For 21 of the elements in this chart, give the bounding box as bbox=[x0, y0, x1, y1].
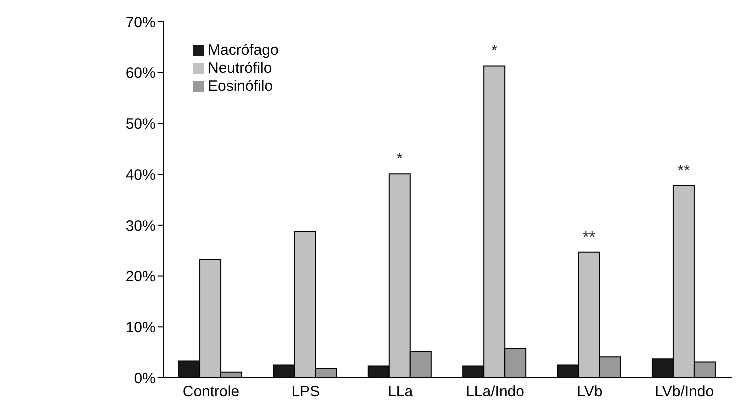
annotation: ** bbox=[583, 229, 596, 246]
x-tick-label: LLa bbox=[388, 384, 414, 401]
y-tick-label: 40% bbox=[126, 166, 156, 184]
y-tick-label: 60% bbox=[126, 65, 156, 82]
y-tick-label: 20% bbox=[126, 268, 156, 286]
x-tick-label: Controle bbox=[182, 384, 240, 401]
y-tick-label: 50% bbox=[126, 116, 156, 134]
legend-label: Eosinófilo bbox=[208, 78, 274, 95]
x-tick-label: LVb bbox=[577, 384, 603, 401]
legend-label: Macrófago bbox=[208, 42, 279, 59]
y-tick-label: 0% bbox=[134, 370, 156, 388]
x-tick-label: LVb/Indo bbox=[655, 384, 714, 401]
y-tick-label: 70% bbox=[126, 14, 156, 32]
y-tick-label: 30% bbox=[126, 218, 156, 235]
annotation: * bbox=[491, 43, 498, 60]
x-tick-label: LLa/Indo bbox=[466, 384, 524, 401]
annotation: ** bbox=[678, 162, 690, 180]
annotation: * bbox=[396, 151, 404, 168]
x-tick-label: LPS bbox=[292, 384, 320, 401]
y-tick-label: 10% bbox=[126, 319, 156, 336]
legend-label: Neutrófilo bbox=[208, 60, 272, 77]
